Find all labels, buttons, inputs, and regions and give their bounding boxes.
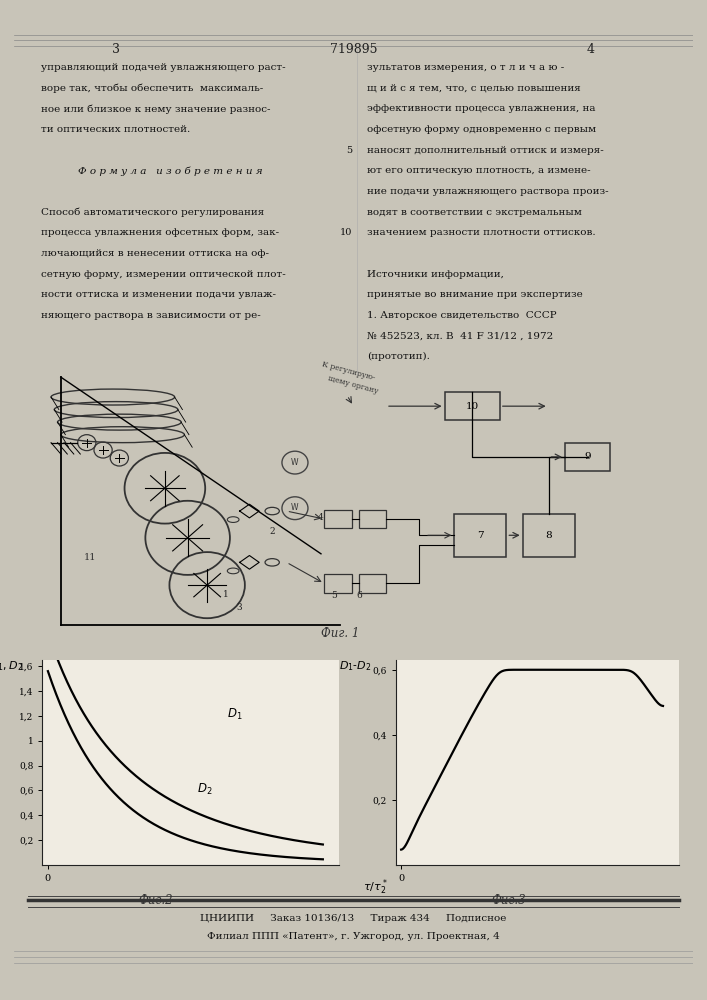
Text: принятые во внимание при экспертизе: принятые во внимание при экспертизе — [367, 290, 583, 299]
Text: Ф о р м у л а   и з о б р е т е н и я: Ф о р м у л а и з о б р е т е н и я — [78, 166, 262, 176]
Text: 719895: 719895 — [329, 43, 378, 56]
Text: эффективности процесса увлажнения, на: эффективности процесса увлажнения, на — [367, 104, 595, 113]
Text: 7: 7 — [477, 531, 484, 540]
Text: наносят дополнительный оттиск и измеря-: наносят дополнительный оттиск и измеря- — [367, 146, 604, 155]
Text: 3: 3 — [236, 603, 242, 612]
Text: процесса увлажнения офсетных форм, зак-: процесса увлажнения офсетных форм, зак- — [41, 228, 279, 237]
Bar — [325, 574, 351, 593]
Text: $D_2$: $D_2$ — [197, 782, 212, 797]
Text: воре так, чтобы обеспечить  максималь-: воре так, чтобы обеспечить максималь- — [41, 84, 264, 93]
Text: 5: 5 — [331, 591, 337, 600]
Text: ЦНИИПИ     Заказ 10136/13     Тираж 434     Подписное: ЦНИИПИ Заказ 10136/13 Тираж 434 Подписно… — [200, 914, 507, 923]
Text: офсетную форму одновременно с первым: офсетную форму одновременно с первым — [367, 125, 596, 134]
Bar — [455, 514, 506, 557]
Text: К регулирую-: К регулирую- — [321, 360, 376, 382]
Text: $D_1$: $D_1$ — [226, 706, 242, 722]
Text: ное или близкое к нему значение разнос-: ное или близкое к нему значение разнос- — [41, 104, 271, 114]
Bar — [325, 510, 351, 528]
Text: $\tau/\tau_2^*$: $\tau/\tau_2^*$ — [363, 877, 387, 897]
Text: 11: 11 — [83, 552, 96, 562]
Text: W: W — [291, 503, 299, 512]
Bar — [565, 443, 610, 471]
Text: ют его оптическую плотность, а измене-: ют его оптическую плотность, а измене- — [367, 166, 591, 175]
Text: 9: 9 — [585, 452, 591, 461]
Text: $D_1, D_2$: $D_1, D_2$ — [0, 659, 23, 673]
Text: лючающийся в ненесении оттиска на оф-: лючающийся в ненесении оттиска на оф- — [41, 249, 269, 258]
Text: водят в соответствии с экстремальным: водят в соответствии с экстремальным — [367, 208, 582, 217]
Text: (прототип).: (прототип). — [367, 352, 430, 361]
Bar — [358, 574, 386, 593]
Text: сетную форму, измерении оптической плот-: сетную форму, измерении оптической плот- — [41, 270, 286, 279]
Text: значением разности плотности оттисков.: значением разности плотности оттисков. — [367, 228, 596, 237]
Text: зультатов измерения, о т л и ч а ю -: зультатов измерения, о т л и ч а ю - — [367, 63, 564, 72]
Text: Способ автоматического регулирования: Способ автоматического регулирования — [41, 208, 264, 217]
Text: щ и й с я тем, что, с целью повышения: щ и й с я тем, что, с целью повышения — [367, 84, 581, 93]
Bar — [358, 510, 386, 528]
Text: Фиг. 1: Фиг. 1 — [321, 627, 360, 640]
Text: Источники информации,: Источники информации, — [367, 270, 504, 279]
Text: щему органу: щему органу — [327, 374, 380, 395]
Text: $\tau/\tau_2^*$: $\tau/\tau_2^*$ — [706, 877, 707, 897]
Text: управляющий подачей увлажняющего раст-: управляющий подачей увлажняющего раст- — [41, 63, 286, 72]
Text: 2: 2 — [269, 527, 274, 536]
Text: 4: 4 — [317, 513, 324, 522]
Text: ние подачи увлажняющего раствора произ-: ние подачи увлажняющего раствора произ- — [367, 187, 609, 196]
Text: $D_1$-$D_2$: $D_1$-$D_2$ — [339, 659, 372, 673]
Text: няющего раствора в зависимости от ре-: няющего раствора в зависимости от ре- — [41, 311, 261, 320]
Text: 10: 10 — [466, 402, 479, 411]
Text: 4: 4 — [587, 43, 595, 56]
Text: Филиал ППП «Патент», г. Ужгород, ул. Проектная, 4: Филиал ППП «Патент», г. Ужгород, ул. Про… — [207, 932, 500, 941]
Text: 1: 1 — [223, 590, 229, 599]
Text: ности оттиска и изменении подачи увлаж-: ности оттиска и изменении подачи увлаж- — [41, 290, 276, 299]
Text: Фиг.2: Фиг.2 — [138, 894, 173, 907]
Bar — [522, 514, 575, 557]
Text: ти оптических плотностей.: ти оптических плотностей. — [41, 125, 191, 134]
Text: 3: 3 — [112, 43, 120, 56]
Text: 8: 8 — [545, 531, 552, 540]
Text: W: W — [291, 458, 299, 467]
Text: 10: 10 — [340, 228, 352, 237]
Text: 1. Авторское свидетельство  СССР: 1. Авторское свидетельство СССР — [367, 311, 556, 320]
Text: 6: 6 — [357, 591, 363, 600]
Text: Фиг.3: Фиг.3 — [492, 894, 526, 907]
Text: № 452523, кл. B  41 F 31/12 , 1972: № 452523, кл. B 41 F 31/12 , 1972 — [367, 332, 554, 341]
Bar — [445, 392, 500, 420]
Text: 5: 5 — [346, 146, 352, 155]
